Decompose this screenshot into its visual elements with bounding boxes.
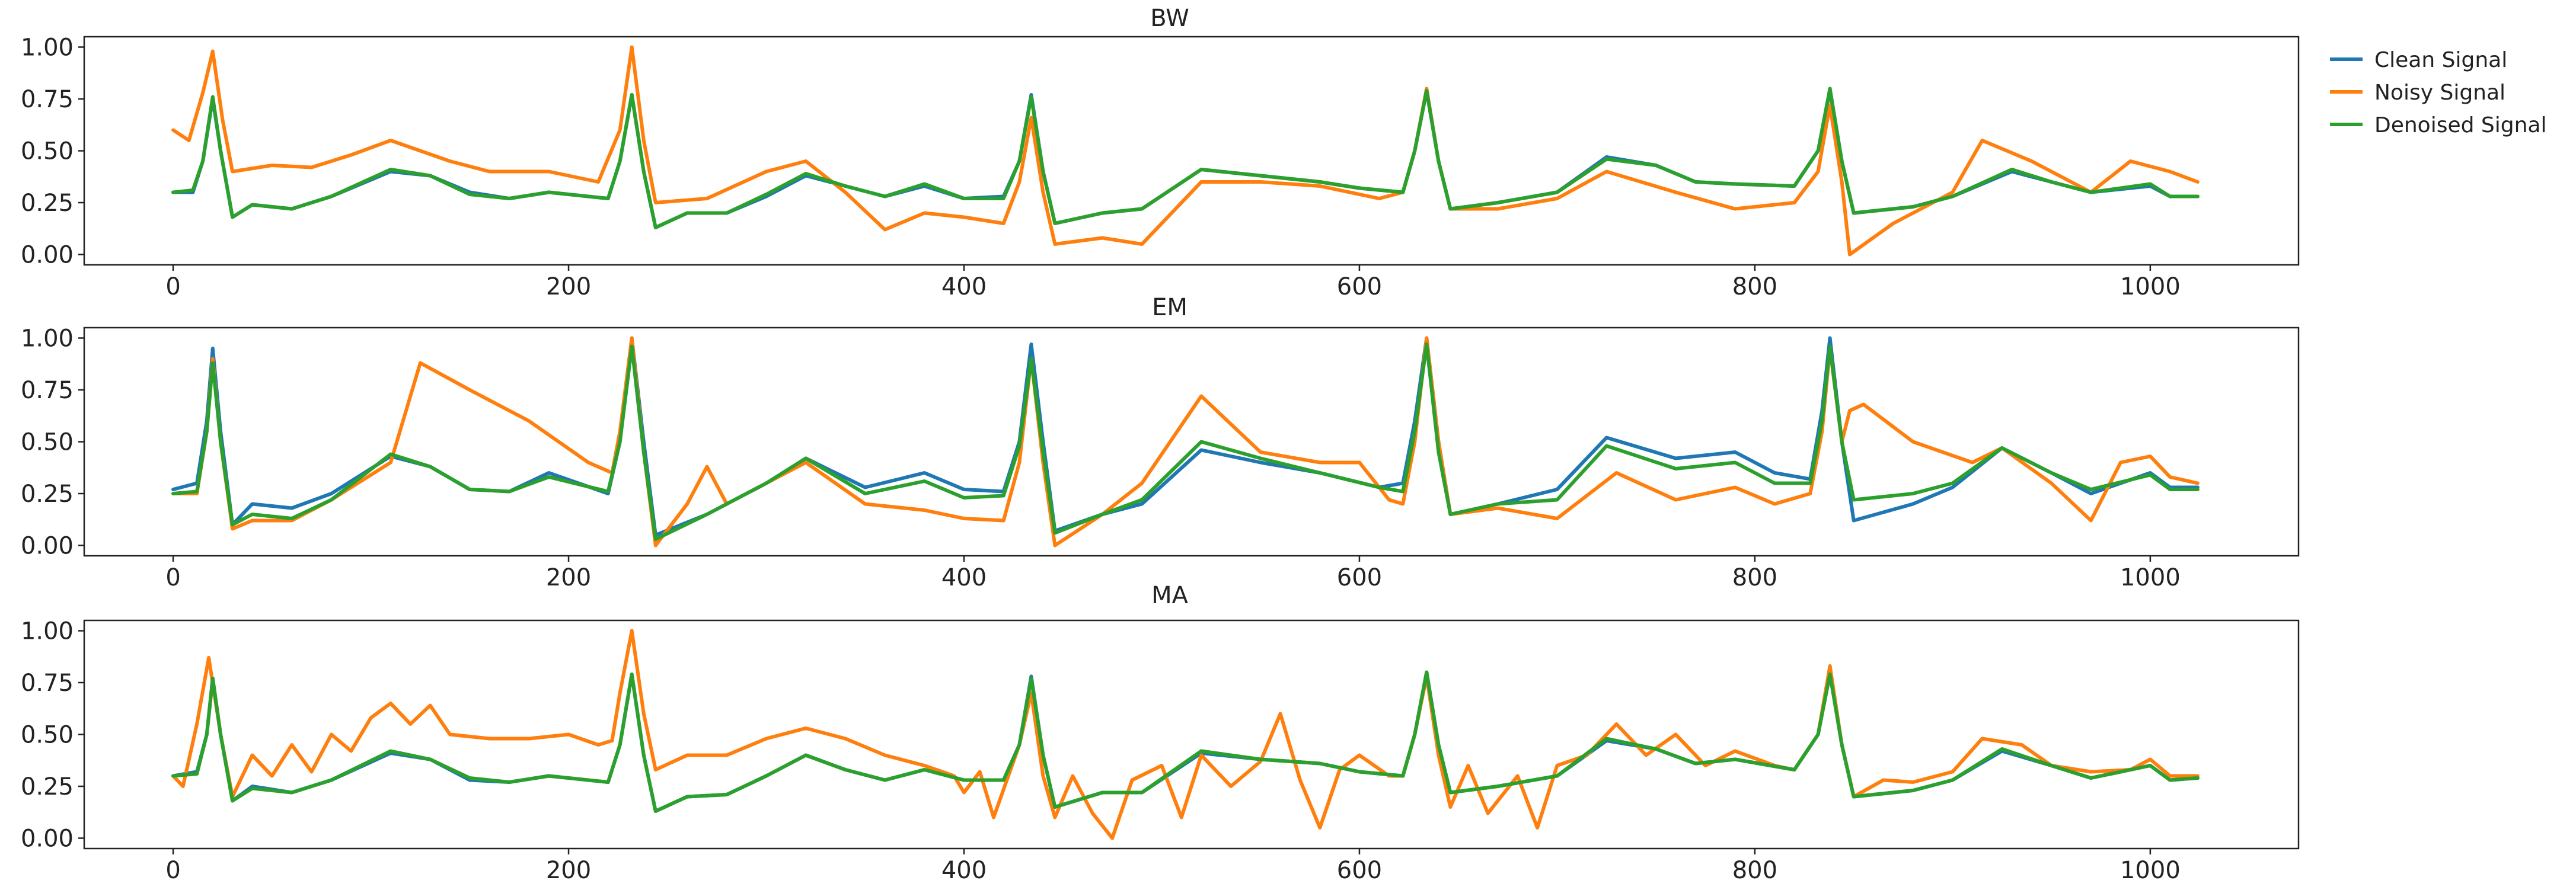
x-tick-label-bw-600: 600 xyxy=(1337,273,1382,300)
series-line-ma-clean xyxy=(171,670,2200,813)
panel-title-ma: MA xyxy=(1151,582,1189,609)
x-tick-label-bw-1000: 1000 xyxy=(2120,273,2181,300)
series-line-ma-denoised xyxy=(171,670,2200,813)
ticks-layer-em: 0 200 400 600 800 1000 0.00 0.25 0.50 0.75 1.00 xyxy=(21,325,2181,592)
x-tick-label-ma-600: 600 xyxy=(1337,857,1382,884)
y-tick-label-em-1: 0.25 xyxy=(21,481,74,508)
y-tick-label-em-4: 1.00 xyxy=(21,325,74,353)
ticks-layer-bw: 0 200 400 600 800 1000 0.00 0.25 0.50 0.75 1.00 xyxy=(21,34,2181,301)
series-line-bw-denoised xyxy=(171,87,2200,229)
y-tick-label-ma-1: 0.25 xyxy=(21,773,74,801)
y-tick-label-ma-3: 0.75 xyxy=(21,670,74,697)
x-tick-label-bw-400: 400 xyxy=(941,273,987,300)
y-tick-label-ma-4: 1.00 xyxy=(21,618,74,645)
x-tick-label-em-800: 800 xyxy=(1732,564,1777,591)
y-tick-label-em-3: 0.75 xyxy=(21,377,74,404)
x-tick-label-em-400: 400 xyxy=(941,564,987,591)
x-tick-label-ma-800: 800 xyxy=(1732,857,1777,884)
series-line-em-noisy xyxy=(171,336,2200,548)
x-tick-label-bw-200: 200 xyxy=(546,273,591,300)
y-tick-label-em-0: 0.00 xyxy=(21,533,74,560)
series-layer-ma xyxy=(171,629,2200,840)
y-tick-label-bw-3: 0.75 xyxy=(21,86,74,113)
axes-frame-ma xyxy=(83,619,2300,850)
x-tick-label-em-200: 200 xyxy=(546,564,591,591)
y-tick-label-bw-1: 0.25 xyxy=(21,190,74,217)
ticks-layer-ma: 0 200 400 600 800 1000 0.00 0.25 0.50 0.75 1.00 xyxy=(21,618,2181,885)
legend-label-clean: Clean Signal xyxy=(2374,48,2507,72)
axes-frame-em xyxy=(83,326,2300,557)
x-tick-label-ma-1000: 1000 xyxy=(2120,857,2181,884)
x-tick-label-em-600: 600 xyxy=(1337,564,1382,591)
y-tick-label-ma-0: 0.00 xyxy=(21,825,74,853)
series-layer-bw xyxy=(171,45,2200,257)
y-tick-label-ma-2: 0.50 xyxy=(21,722,74,749)
x-tick-label-bw-0: 0 xyxy=(165,273,180,300)
y-tick-label-bw-4: 1.00 xyxy=(21,34,74,62)
x-tick-label-ma-400: 400 xyxy=(941,857,987,884)
series-layer-em xyxy=(171,336,2200,548)
series-line-em-denoised xyxy=(171,342,2200,541)
x-tick-label-em-0: 0 xyxy=(165,564,180,591)
x-tick-label-ma-0: 0 xyxy=(165,857,180,884)
y-tick-label-bw-0: 0.00 xyxy=(21,242,74,269)
panel-title-bw: BW xyxy=(1150,5,1189,32)
y-tick-label-em-2: 0.50 xyxy=(21,429,74,456)
panel-bw: BW 0 200 400 600 800 1000 0.00 0.25 0.50 0.75 1.00 xyxy=(21,5,2300,301)
series-line-bw-noisy xyxy=(171,45,2200,257)
panel-em: EM 0 200 400 600 800 1000 0.00 0.25 0.50 0.75 1.00 xyxy=(21,294,2300,592)
legend-label-denoised: Denoised Signal xyxy=(2374,113,2547,137)
panel-title-em: EM xyxy=(1152,294,1188,321)
x-tick-label-em-1000: 1000 xyxy=(2120,564,2181,591)
panel-ma: MA 0 200 400 600 800 1000 0.00 0.25 0.50 0.75 1.00 xyxy=(21,582,2300,885)
x-tick-label-ma-200: 200 xyxy=(546,857,591,884)
x-tick-label-bw-800: 800 xyxy=(1732,273,1777,300)
y-tick-label-bw-2: 0.50 xyxy=(21,138,74,165)
series-line-ma-noisy xyxy=(171,629,2200,840)
legend: Clean Signal Noisy Signal Denoised Signa… xyxy=(2330,48,2547,137)
series-line-em-clean xyxy=(171,336,2200,537)
legend-label-noisy: Noisy Signal xyxy=(2374,81,2505,105)
